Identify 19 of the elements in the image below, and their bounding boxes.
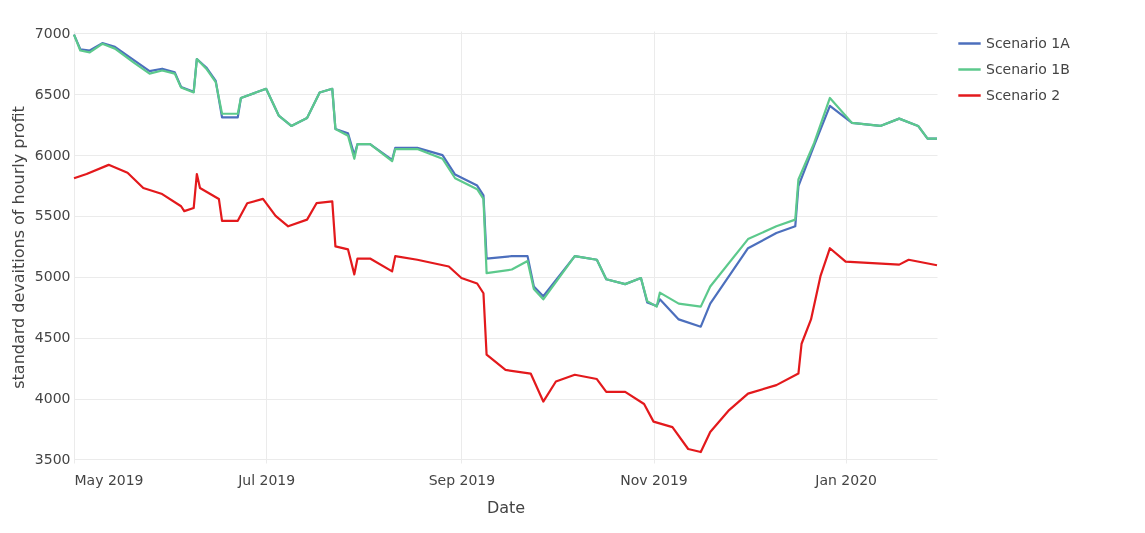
- legend-label: Scenario 2: [986, 86, 1061, 103]
- y-tick-label: 5500: [34, 207, 71, 224]
- x-tick-label: Jan 2020: [814, 471, 877, 488]
- y-tick-label: 5000: [34, 268, 71, 285]
- y-tick-label: 6500: [34, 85, 71, 102]
- y-tick-label: 3500: [34, 450, 71, 467]
- y-tick-label: 7000: [34, 24, 71, 41]
- x-tick-label: Sep 2019: [428, 471, 496, 488]
- y-tick-label: 4500: [34, 329, 71, 346]
- x-tick-label: Nov 2019: [620, 471, 688, 488]
- y-axis-title: standard devaitions of hourly profit: [8, 106, 28, 389]
- x-tick-label: Jul 2019: [237, 471, 296, 488]
- legend-label: Scenario 1A: [986, 34, 1071, 51]
- y-tick-label: 4000: [34, 390, 71, 406]
- legend-label: Scenario 1B: [986, 60, 1070, 77]
- line-series: [72, 163, 939, 454]
- x-tick-label: May 2019: [74, 471, 144, 488]
- y-tick-label: 6000: [34, 146, 71, 163]
- x-axis-title: Date: [486, 497, 526, 517]
